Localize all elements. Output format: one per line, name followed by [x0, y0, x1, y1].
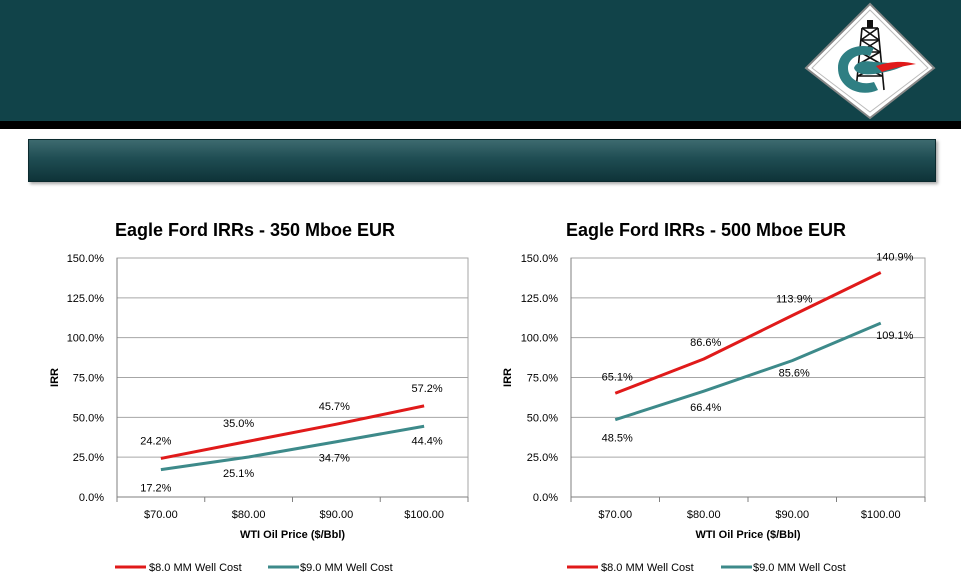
- y-tick-label: 50.0%: [73, 412, 104, 424]
- legend-label: $9.0 MM Well Cost: [300, 562, 393, 574]
- data-label: 34.7%: [319, 453, 350, 465]
- chart-title: Eagle Ford IRRs - 350 Mboe EUR: [115, 220, 395, 240]
- data-label: 48.5%: [602, 433, 633, 445]
- data-label: 57.2%: [412, 383, 443, 395]
- y-tick-label: 25.0%: [73, 452, 104, 464]
- chart-350-mboe: Eagle Ford IRRs - 350 Mboe EUR 0.0% 25.0% 5…: [49, 220, 469, 574]
- oil-derrick-logo: [804, 2, 936, 120]
- chart-500-mboe: Eagle Ford IRRs - 500 Mboe EUR 0.0% 25.0% 5…: [502, 220, 926, 574]
- data-label: 86.6%: [690, 337, 721, 349]
- y-tick-label: 100.0%: [67, 333, 105, 345]
- series-line: [160, 424, 425, 472]
- x-tick-label: $70.00: [598, 509, 632, 521]
- series-line: [614, 271, 882, 395]
- series-line: [160, 404, 425, 460]
- y-tick-label: 50.0%: [527, 412, 558, 424]
- x-tick-label: $90.00: [775, 509, 809, 521]
- x-tick-label: $100.00: [861, 509, 901, 521]
- data-label: 17.2%: [140, 483, 171, 495]
- data-label: 85.6%: [779, 368, 810, 380]
- x-tick-label: $80.00: [232, 509, 266, 521]
- header-divider: [0, 121, 961, 129]
- y-tick-label: 150.0%: [67, 253, 105, 265]
- legend-label: $9.0 MM Well Cost: [753, 562, 846, 574]
- legend-label: $8.0 MM Well Cost: [149, 562, 242, 574]
- y-tick-label: 125.0%: [521, 293, 559, 305]
- data-label: 44.4%: [412, 435, 443, 447]
- y-axis-title: IRR: [502, 368, 514, 387]
- y-tick-label: 150.0%: [521, 253, 559, 265]
- data-label: 25.1%: [223, 468, 254, 480]
- y-tick-label: 0.0%: [79, 492, 104, 504]
- x-tick-label: $80.00: [687, 509, 721, 521]
- data-label: 35.0%: [223, 418, 254, 430]
- header-banner: [0, 0, 961, 121]
- x-tick-label: $90.00: [320, 509, 354, 521]
- data-label: 113.9%: [776, 294, 813, 306]
- data-label: 24.2%: [140, 435, 171, 447]
- data-label: 109.1%: [876, 330, 914, 342]
- slide-title-bar: [28, 139, 936, 182]
- data-label: 66.4%: [690, 402, 721, 414]
- x-axis-title: WTI Oil Price ($/Bbl): [240, 529, 345, 541]
- x-axis-title: WTI Oil Price ($/Bbl): [695, 529, 800, 541]
- legend-label: $8.0 MM Well Cost: [601, 562, 694, 574]
- chart-title: Eagle Ford IRRs - 500 Mboe EUR: [566, 220, 846, 240]
- y-tick-label: 125.0%: [67, 293, 105, 305]
- y-tick-label: 25.0%: [527, 452, 558, 464]
- y-axis-title: IRR: [49, 368, 61, 387]
- y-tick-label: 75.0%: [527, 373, 558, 385]
- x-tick-label: $70.00: [144, 509, 178, 521]
- data-label: 140.9%: [876, 251, 914, 263]
- y-tick-label: 0.0%: [533, 492, 558, 504]
- series-line: [614, 321, 882, 422]
- data-label: 65.1%: [602, 371, 633, 383]
- data-label: 45.7%: [319, 401, 350, 413]
- x-tick-label: $100.00: [404, 509, 444, 521]
- y-tick-label: 75.0%: [73, 373, 104, 385]
- y-tick-label: 100.0%: [521, 333, 559, 345]
